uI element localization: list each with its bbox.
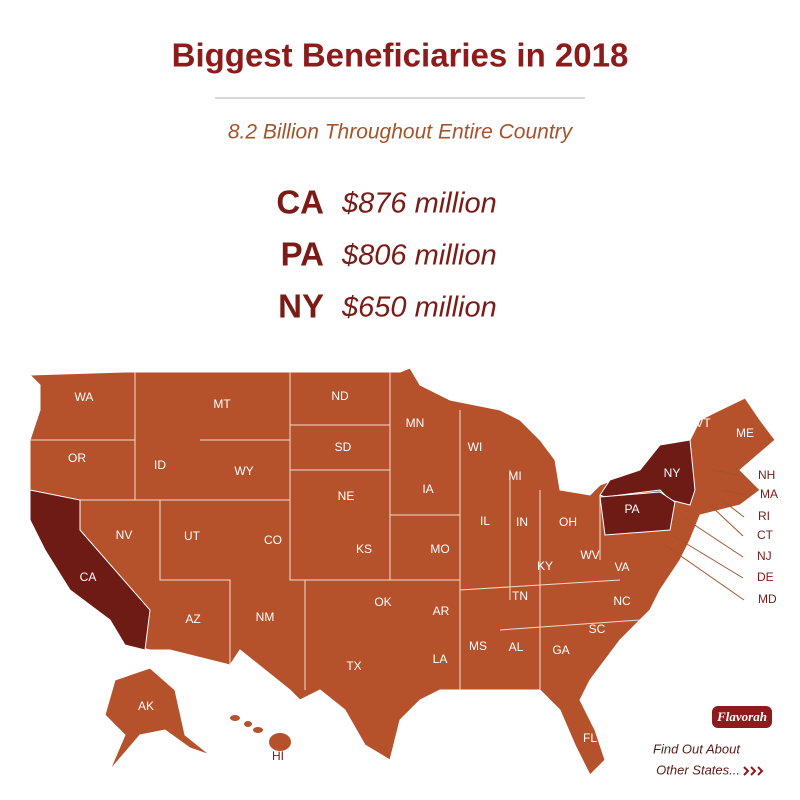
state-label: WV	[580, 548, 599, 562]
state-label: NJ	[757, 549, 772, 563]
state-label: FL	[583, 731, 597, 745]
state-label: PA	[624, 502, 639, 516]
state-label: GA	[552, 643, 569, 657]
logo: Flavorah	[712, 706, 772, 728]
leader-state: PA	[281, 236, 324, 273]
state-label: NY	[664, 466, 681, 480]
footer-line-1[interactable]: Find Out About	[653, 741, 741, 756]
state-label: IA	[422, 482, 433, 496]
state-label: RI	[758, 509, 770, 523]
state-ca	[29, 489, 151, 651]
state-label: WY	[234, 464, 253, 478]
leader-state: CA	[276, 184, 324, 221]
logo-badge	[712, 706, 772, 728]
leader-amount: $806 million	[341, 240, 497, 272]
state-label: MS	[469, 639, 487, 653]
map	[28, 367, 776, 776]
state-label: AL	[509, 640, 524, 654]
leader-line	[671, 534, 744, 579]
state-label: IL	[480, 514, 490, 528]
state-label: OH	[559, 515, 577, 529]
leader-line	[721, 499, 745, 518]
logo-text: Flavorah	[716, 709, 767, 724]
us-outline	[28, 367, 776, 776]
state-label: NV	[116, 528, 133, 542]
state-label: VT	[695, 416, 711, 430]
footer-line-2[interactable]: Other States...	[656, 762, 740, 777]
footer-arrows	[743, 766, 764, 776]
state-label: IN	[516, 515, 528, 529]
leader-line	[709, 504, 744, 537]
leader-line	[664, 544, 745, 601]
state-pa	[599, 491, 676, 536]
state-label: SC	[589, 622, 606, 636]
state-label: AK	[138, 699, 154, 713]
state-label: CA	[80, 570, 97, 584]
state-label: MT	[213, 397, 231, 411]
state-borders	[30, 372, 641, 690]
state-label: KY	[537, 559, 553, 573]
state-label: DE	[757, 570, 774, 584]
state-label: NM	[256, 610, 275, 624]
leader-line	[683, 517, 744, 558]
state-label: MN	[406, 416, 425, 430]
state-label: MO	[430, 542, 449, 556]
state-label: NC	[613, 594, 631, 608]
state-label: CT	[757, 528, 774, 542]
leader-amount: $876 million	[341, 188, 497, 220]
state-label: KS	[356, 542, 372, 556]
state-label: TX	[346, 659, 361, 673]
state-label: MI	[508, 469, 521, 483]
state-label: VA	[614, 560, 629, 574]
state-label: UT	[184, 529, 201, 543]
state-label: AR	[433, 604, 450, 618]
state-label: ID	[154, 458, 166, 472]
title: Biggest Beneficiaries in 2018	[172, 37, 629, 74]
subtitle: 8.2 Billion Throughout Entire Country	[228, 121, 574, 144]
state-label: ND	[331, 389, 349, 403]
state-label: MD	[758, 592, 777, 606]
state-label: LA	[433, 652, 448, 666]
leader-state: NY	[278, 288, 324, 325]
state-label: WI	[468, 440, 483, 454]
state-label: HI	[272, 749, 284, 763]
state-ak	[104, 667, 211, 771]
state-label: ME	[736, 426, 754, 440]
state-label: SD	[335, 440, 352, 454]
state-hi	[230, 715, 291, 751]
leader-amount: $650 million	[341, 292, 497, 324]
state-label: TN	[512, 589, 528, 603]
state-label: AZ	[185, 612, 200, 626]
state-label: WA	[75, 390, 94, 404]
state-label: OK	[374, 595, 391, 609]
leader-line	[721, 489, 747, 496]
state-label: MA	[760, 487, 778, 501]
state-label: OR	[68, 451, 86, 465]
leader-line	[711, 469, 745, 477]
state-label: CO	[264, 533, 282, 547]
state-ny	[599, 439, 696, 506]
state-label: NE	[338, 489, 355, 503]
state-label: NH	[758, 468, 775, 482]
